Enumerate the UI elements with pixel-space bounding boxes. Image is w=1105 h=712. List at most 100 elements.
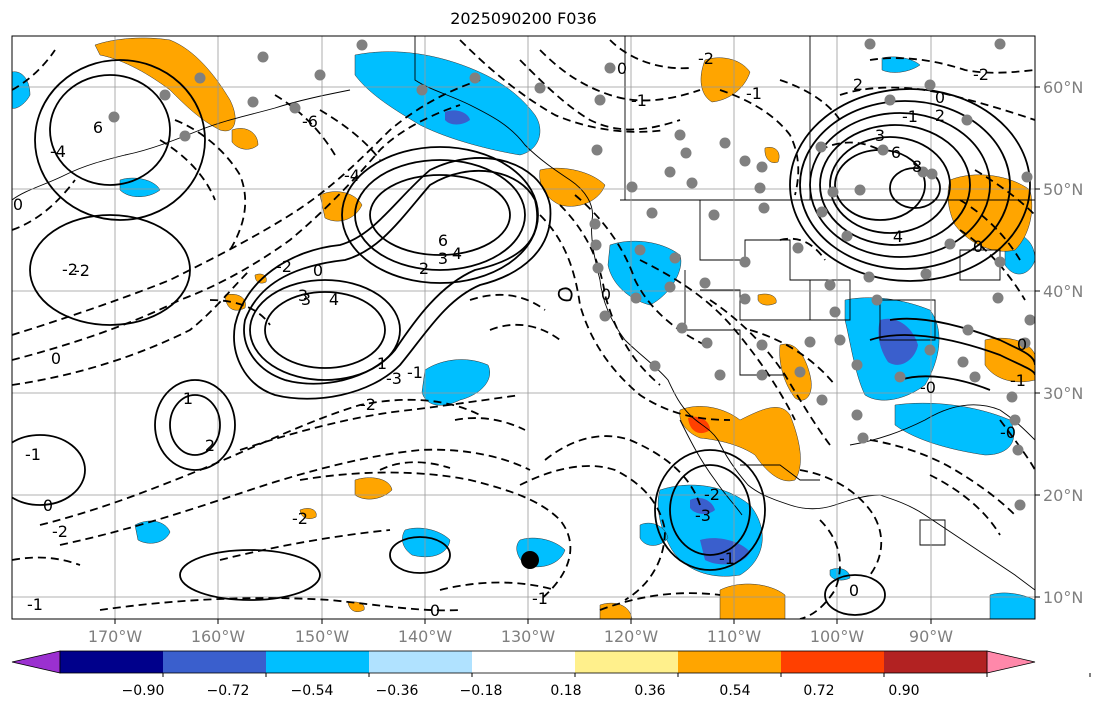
colorbar-segment bbox=[678, 651, 782, 673]
colorbar-tick-label: 0.18 bbox=[550, 683, 582, 699]
map-title: 2025090200 F036 bbox=[450, 9, 597, 28]
contour-label: 3 bbox=[438, 249, 448, 268]
colorbar-tick-label: 0.90 bbox=[888, 683, 920, 699]
contour-label: -2 bbox=[360, 395, 376, 414]
colorbar-tick-label: −0.36 bbox=[375, 683, 419, 699]
contour-label: 0 bbox=[13, 195, 23, 214]
contour-labels: 0 -1 0 -2 -1 6 -4 -2 1 3 -6 -4 6 3 4 2 -… bbox=[13, 49, 1027, 620]
colorbar-segment bbox=[266, 651, 370, 673]
lon-label-130w: 130°W bbox=[500, 627, 556, 646]
contour-label: -0 bbox=[1000, 423, 1016, 442]
colorbar-tick-label: 0.54 bbox=[719, 683, 751, 699]
colorbar bbox=[11, 650, 1091, 677]
colorbar-segment bbox=[163, 651, 267, 673]
colorbar-segment bbox=[781, 651, 885, 673]
highlight-station-marker bbox=[521, 551, 539, 569]
lon-label-120w: 120°W bbox=[603, 627, 659, 646]
strong-positive-anomaly-shading bbox=[688, 416, 710, 434]
contour-label: -1 bbox=[902, 107, 918, 126]
contour-label: 6 bbox=[438, 231, 448, 250]
contour-label: 2 bbox=[853, 75, 863, 94]
lon-label-100w: 100°W bbox=[809, 627, 865, 646]
contour-label: -6 bbox=[302, 112, 318, 131]
contour-label: 6 bbox=[93, 118, 103, 137]
contour-label: 4 bbox=[329, 290, 339, 309]
lat-label-30n: 30°N bbox=[1043, 384, 1084, 403]
contour-label: -2 bbox=[292, 509, 308, 528]
contour-label: 1 bbox=[183, 389, 193, 408]
contour-label: -1 bbox=[631, 91, 647, 110]
contour-label: 2 bbox=[205, 436, 215, 455]
contour-label: 6 bbox=[891, 143, 901, 162]
contour-label: -4 bbox=[344, 166, 360, 185]
contour-label: 8 bbox=[912, 157, 922, 176]
colorbar-tick-label: −0.54 bbox=[290, 683, 334, 699]
contour-label: 0 bbox=[1017, 335, 1027, 354]
contour-label: -2 bbox=[276, 257, 292, 276]
lon-label-170w: 170°W bbox=[87, 627, 143, 646]
lon-label-150w: 150°W bbox=[294, 627, 350, 646]
contour-label: -1 bbox=[532, 589, 548, 608]
contour-label: -2 bbox=[973, 65, 989, 84]
colorbar-segment bbox=[369, 651, 473, 673]
contour-label: 2 bbox=[935, 106, 945, 125]
contour-label: -3 bbox=[695, 506, 711, 525]
contour-label: 2 bbox=[419, 259, 429, 278]
lon-label-160w: 160°W bbox=[190, 627, 246, 646]
contour-label: -1 bbox=[746, 84, 762, 103]
colorbar-tick-label: −0.90 bbox=[121, 683, 165, 699]
contour-label: 0 bbox=[51, 349, 61, 368]
contour-label: 0 bbox=[849, 581, 859, 600]
contour-label: -4 bbox=[50, 142, 66, 161]
contour-label: 3 bbox=[875, 126, 885, 145]
contour-label: 0 bbox=[313, 261, 323, 280]
colorbar-frame bbox=[59, 650, 988, 674]
lon-label-110w: 110°W bbox=[706, 627, 762, 646]
colorbar-tick-label: −0.72 bbox=[206, 683, 250, 699]
contour-label: -3 bbox=[386, 369, 402, 388]
lon-label-140w: 140°W bbox=[397, 627, 453, 646]
contour-label: 0 bbox=[430, 601, 440, 620]
contour-label: 4 bbox=[893, 227, 903, 246]
colorbar-segment bbox=[575, 651, 679, 673]
contour-label: -2 bbox=[698, 49, 714, 68]
coastlines-and-borders bbox=[12, 36, 1035, 591]
colorbar-tick-label: −0.18 bbox=[459, 683, 503, 699]
colorbar-segment bbox=[60, 651, 164, 673]
colorbar-tick-label: 0.36 bbox=[634, 683, 666, 699]
contour-label: 0 bbox=[43, 496, 53, 515]
contour-label: -0 bbox=[920, 378, 936, 397]
station-markers bbox=[108, 38, 1035, 511]
contour-label: -1 bbox=[407, 363, 423, 382]
lat-label-60n: 60°N bbox=[1043, 78, 1084, 97]
contour-label: 0 bbox=[973, 237, 983, 256]
contour-label: -1 bbox=[1010, 371, 1026, 390]
lat-label-10n: 10°N bbox=[1043, 588, 1084, 607]
colorbar-segment bbox=[472, 651, 576, 673]
contour-label: 3 bbox=[301, 290, 311, 309]
contour-label: 4 bbox=[452, 244, 462, 263]
contour-label: -1 bbox=[27, 595, 43, 614]
colorbar-tick-label: 0.72 bbox=[803, 683, 835, 699]
contour-label: -1 bbox=[25, 445, 41, 464]
lat-label-20n: 20°N bbox=[1043, 486, 1084, 505]
contour-label: -2 bbox=[74, 261, 90, 280]
contour-label: -1 bbox=[719, 549, 735, 568]
contour-label: 0 bbox=[601, 285, 611, 304]
positive-contours bbox=[12, 59, 1035, 616]
contour-label: 0 bbox=[617, 59, 627, 78]
contour-label: 3 bbox=[298, 286, 308, 305]
negative-contours bbox=[12, 39, 1035, 619]
lat-label-40n: 40°N bbox=[1043, 282, 1084, 301]
colorbar-segment bbox=[884, 651, 988, 673]
lat-ticks bbox=[1035, 86, 1040, 598]
colorbar-overflow-arrow bbox=[986, 650, 1036, 674]
contour-label: -2 bbox=[62, 260, 78, 279]
plot-frame bbox=[11, 35, 1036, 620]
colorbar-underflow-arrow bbox=[11, 650, 61, 674]
contour-label: -2 bbox=[704, 485, 720, 504]
lon-label-90w: 90°W bbox=[908, 627, 954, 646]
contour-label: 0 bbox=[935, 88, 945, 107]
lon-ticks bbox=[114, 619, 932, 624]
